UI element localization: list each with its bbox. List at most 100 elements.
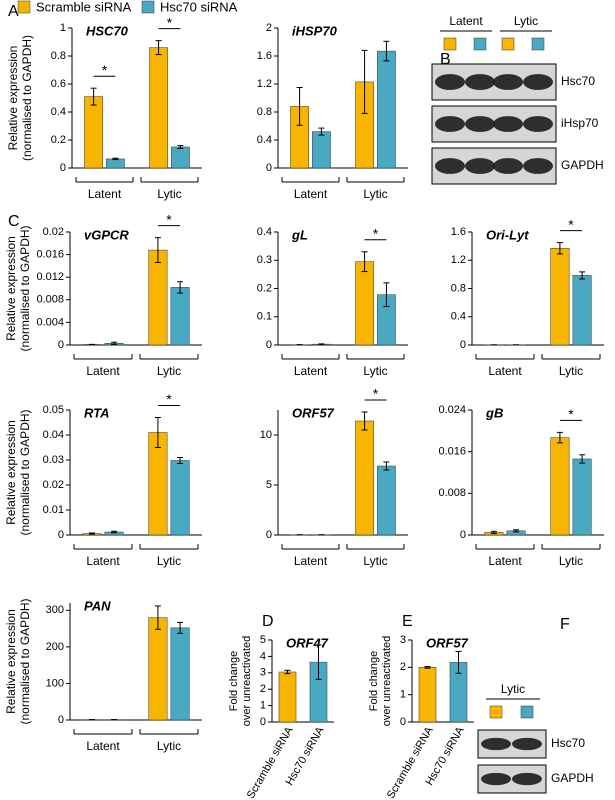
x-tick-label: Lytic [363, 554, 387, 568]
y-axis-label: (normalised to GAPDH) [18, 225, 32, 351]
y-axis-label: Relative expression [4, 609, 18, 714]
y-tick-label: 0 [58, 714, 64, 726]
y-tick-label: 5 [266, 479, 272, 491]
x-tick-label: Latent [86, 739, 120, 753]
bar [418, 667, 437, 723]
chart-title: gL [291, 227, 308, 242]
y-tick-label: 0 [266, 339, 272, 351]
chart-title: iHSP70 [292, 23, 338, 38]
y-tick-label: 0.4 [257, 226, 272, 238]
significance-label: * [568, 216, 574, 232]
error-bar [318, 127, 325, 136]
blot-band [481, 772, 511, 786]
error-bar [383, 282, 390, 308]
y-tick-label: 0.02 [43, 226, 64, 238]
y-tick-label: 1.2 [257, 78, 272, 90]
blot-band [493, 116, 523, 132]
y-tick-label: 0 [460, 339, 466, 351]
x-tick-label: Scramble siRNA [245, 724, 296, 800]
error-bar [455, 650, 462, 674]
x-tick-label: Latent [294, 554, 328, 568]
y-tick-label: 3 [260, 667, 266, 679]
y-tick-label: 1.6 [451, 226, 466, 238]
y-axis-label: (normalised to GAPDH) [18, 409, 32, 535]
y-tick-label: 0.3 [257, 254, 272, 266]
y-axis-label: Relative expression [4, 236, 18, 341]
bar [550, 247, 570, 346]
error-bar [112, 157, 119, 161]
error-bar [284, 669, 291, 675]
y-tick-label: 0.2 [257, 282, 272, 294]
bar [170, 460, 190, 536]
bar [550, 437, 570, 536]
error-bar [154, 237, 161, 264]
chart-title: gB [485, 405, 503, 420]
blot-band [435, 74, 465, 90]
x-tick-label: Lytic [559, 364, 583, 378]
lane-swatch [473, 37, 487, 51]
y-tick-label: 1 [260, 700, 266, 712]
bar [106, 158, 125, 169]
error-bar [88, 532, 95, 535]
error-bar [490, 530, 497, 534]
y-tick-label: 0.8 [51, 50, 66, 62]
y-tick-label: 0.012 [36, 271, 64, 283]
error-bar [111, 530, 118, 534]
y-axis-label: (normalised to GAPDH) [20, 35, 34, 161]
y-axis-label: Fold change [368, 651, 380, 712]
y-tick-label: 0.8 [257, 106, 272, 118]
legend-label: Scramble siRNA [36, 0, 132, 14]
blot-row-label: GAPDH [551, 771, 594, 785]
blot-band [523, 116, 553, 132]
x-tick-label: Latent [294, 187, 328, 201]
error-bar [361, 251, 368, 273]
significance-label: * [568, 406, 574, 422]
error-bar [177, 145, 184, 149]
y-tick-label: 5 [260, 634, 266, 646]
y-tick-label: 0.024 [438, 404, 466, 416]
chart-title: PAN [84, 598, 111, 613]
bar [572, 275, 592, 346]
y-tick-label: 1 [400, 689, 406, 701]
y-tick-label: 1.6 [257, 50, 272, 62]
y-tick-label: 2 [400, 661, 406, 673]
y-axis-label: Relative expression [6, 46, 20, 151]
error-bar [424, 666, 431, 669]
error-bar [315, 644, 322, 680]
bar [278, 671, 297, 723]
y-tick-label: 2 [266, 22, 272, 34]
bar [377, 50, 396, 169]
blot-group-label: Latent [449, 14, 483, 28]
y-tick-label: 0.4 [257, 134, 272, 146]
lane-swatch [520, 705, 534, 719]
y-axis-label: over unreactivated [241, 636, 253, 727]
y-tick-label: 200 [46, 641, 64, 653]
x-tick-label: Lytic [363, 187, 387, 201]
error-bar [383, 461, 390, 471]
error-bar [556, 431, 563, 444]
x-tick-label: Latent [488, 364, 522, 378]
y-tick-label: 1.2 [451, 254, 466, 266]
y-tick-label: 0.004 [36, 316, 64, 328]
chart-title: vGPCR [84, 227, 129, 242]
blot-row-label: iHsp70 [561, 116, 599, 130]
y-tick-label: 0.008 [36, 294, 64, 306]
x-tick-label: Lytic [363, 364, 387, 378]
error-bar [296, 87, 303, 126]
y-tick-label: 0.05 [43, 404, 64, 416]
error-bar [177, 281, 184, 294]
significance-label: * [166, 211, 172, 227]
error-bar [579, 454, 586, 464]
y-tick-label: 0.8 [451, 282, 466, 294]
y-axis-label: Fold change [228, 651, 240, 712]
blot-row-label: Hsc70 [561, 74, 595, 88]
blot-band [435, 116, 465, 132]
blot-band [493, 158, 523, 174]
x-tick-label: Lytic [157, 554, 181, 568]
blot-band [481, 737, 511, 751]
lane-swatch [501, 37, 515, 51]
blot-band [465, 74, 495, 90]
panel-letter: B [440, 51, 451, 68]
bar [171, 146, 190, 169]
y-tick-label: 0 [460, 529, 466, 541]
